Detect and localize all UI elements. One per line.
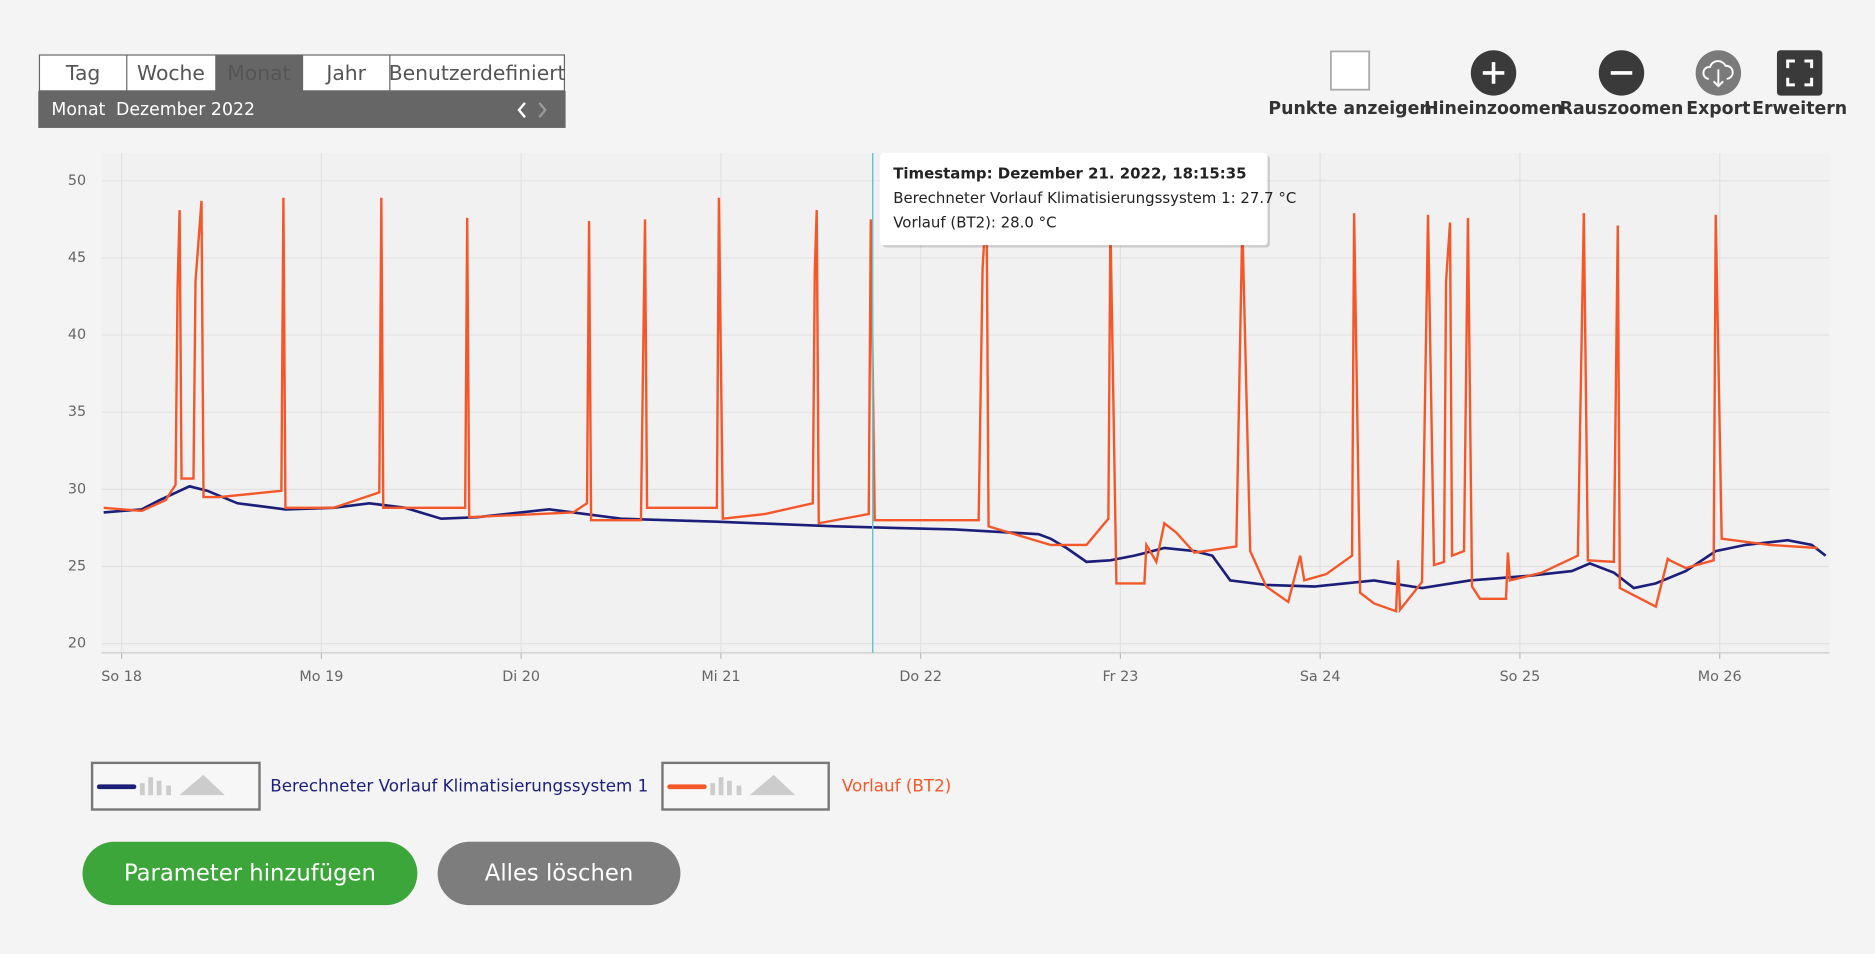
tab[interactable]: Jahr xyxy=(324,61,366,85)
next-arrow[interactable] xyxy=(538,102,547,118)
y-tick-label: 40 xyxy=(68,327,86,343)
button-label: Parameter hinzufügen xyxy=(124,861,376,887)
series-line xyxy=(103,484,1827,590)
tooltip-line: Berechneter Vorlauf Klimatisierungssyste… xyxy=(893,189,1296,207)
legend-label-box[interactable]: Berechneter Vorlauf Klimatisierungssyste… xyxy=(270,762,653,815)
tab-active[interactable] xyxy=(215,55,303,91)
x-tick-label: Mo 19 xyxy=(299,669,343,685)
y-tick-label: 30 xyxy=(68,481,86,497)
x-tick-label: Mi 21 xyxy=(701,669,740,685)
legend-label-box[interactable]: Vorlauf (BT2) xyxy=(842,762,1225,815)
x-tick-label: So 25 xyxy=(1500,669,1541,685)
period-label: Monat xyxy=(51,100,105,120)
checkbox[interactable] xyxy=(1330,50,1371,91)
tool-label[interactable]: Hineinzoomen xyxy=(1424,99,1563,119)
period-value: Dezember 2022 xyxy=(116,100,255,120)
tooltip-box xyxy=(880,153,1268,246)
tab[interactable]: Tag xyxy=(65,61,100,85)
tab[interactable]: Woche xyxy=(137,61,205,85)
tooltip-line: Timestamp: Dezember 21. 2022, 18:15:35 xyxy=(893,165,1246,183)
expand-icon[interactable] xyxy=(1776,50,1823,96)
x-tick-label: So 18 xyxy=(101,669,142,685)
add-button[interactable] xyxy=(82,841,418,906)
x-tick-label: Do 22 xyxy=(899,669,942,685)
cloud xyxy=(1702,60,1734,88)
tool-label[interactable]: Erweitern xyxy=(1752,99,1847,119)
period-bar xyxy=(38,90,566,128)
plus xyxy=(1482,62,1505,84)
x-tick-label: Di 20 xyxy=(502,669,540,685)
legend-label[interactable]: Berechneter Vorlauf Klimatisierungssyste… xyxy=(270,777,649,797)
x-tick-label: Mo 26 xyxy=(1698,669,1742,685)
y-tick-label: 50 xyxy=(68,173,86,189)
tab[interactable]: Monat xyxy=(227,61,290,85)
series-line xyxy=(103,197,1818,613)
legend-label[interactable]: Vorlauf (BT2) xyxy=(841,777,952,797)
prev-arrow[interactable] xyxy=(517,102,526,118)
tool-label[interactable]: Punkte anzeigen xyxy=(1268,99,1431,119)
button-label: Alles löschen xyxy=(485,861,633,887)
y-tick-label: 20 xyxy=(68,636,86,652)
legend-icons xyxy=(139,774,796,796)
expand xyxy=(1786,59,1814,87)
y-tick-label: 35 xyxy=(68,404,86,420)
tool-label[interactable]: Export xyxy=(1686,99,1750,119)
tooltip-line: Vorlauf (BT2): 28.0 °C xyxy=(893,214,1056,232)
x-tick-label: Fr 23 xyxy=(1102,669,1138,685)
clear-button[interactable] xyxy=(437,841,681,906)
x-tick-label: Sa 24 xyxy=(1300,669,1341,685)
tab[interactable]: Benutzerdefiniert xyxy=(389,61,566,85)
tool-label[interactable]: Rauszoomen xyxy=(1560,99,1684,119)
y-tick-label: 25 xyxy=(68,558,86,574)
y-tick-label: 45 xyxy=(68,250,86,266)
